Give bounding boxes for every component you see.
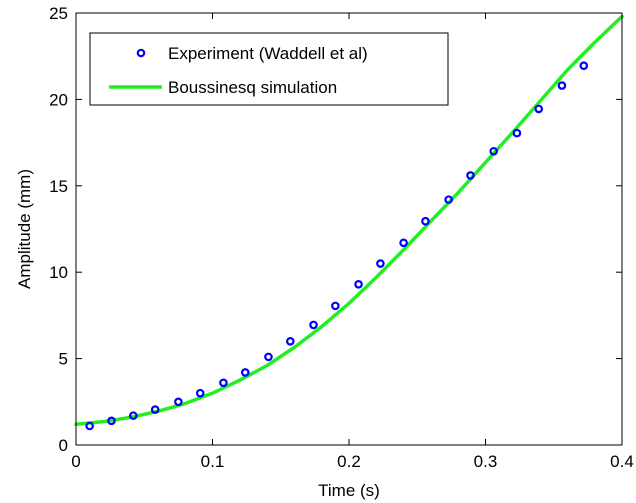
experiment-data-point (399, 238, 408, 248)
experiment-data-point (354, 279, 363, 289)
legend-label-experiment: Experiment (Waddell et al) (168, 44, 368, 63)
experiment-data-point (534, 104, 544, 114)
experiment-data-point (174, 397, 183, 407)
experiment-data-point (557, 81, 567, 90)
series-line-boussinesq-simulation (74, 14, 624, 427)
experiment-data-point (107, 416, 116, 426)
experiment-data-point (85, 421, 94, 431)
legend-label-simulation: Boussinesq simulation (168, 78, 337, 97)
plot-layer: 0 0.1 0.2 0.3 0.4 0 5 10 15 20 25 Time (s) Amplitude… (15, 4, 634, 500)
experiment-data-point (512, 128, 522, 138)
x-tick-label: 0.2 (337, 452, 361, 471)
experiment-data-point (579, 61, 589, 71)
x-tick-label: 0.1 (201, 452, 225, 471)
legend: Experiment (Waddell et al) Boussinesq sim… (89, 32, 449, 106)
experiment-data-point (331, 301, 340, 311)
experiment-data-point (219, 378, 228, 388)
experiment-data-point (309, 320, 318, 330)
experiment-data-point (376, 259, 385, 268)
y-axis-label: Amplitude (mm) (15, 169, 34, 289)
y-tick-label: 15 (49, 177, 68, 196)
y-tick-label: 25 (49, 4, 68, 23)
experiment-data-point (240, 368, 250, 377)
experiment-data-point (129, 411, 138, 420)
legend-marker-experiment (136, 48, 146, 58)
experiment-data-point (286, 337, 295, 346)
y-tick-label: 5 (59, 350, 68, 369)
legend-box (89, 32, 449, 106)
experiment-data-point (466, 171, 475, 180)
x-tick-label: 0.4 (610, 452, 634, 471)
experiment-data-point (489, 146, 498, 156)
experiment-data-point (264, 352, 273, 362)
x-tick-label: 0 (71, 452, 80, 471)
x-tick-label: 0.3 (474, 452, 498, 471)
y-tick-label: 20 (49, 90, 68, 109)
experiment-data-point (421, 216, 430, 226)
x-axis-label: Time (s) (318, 481, 380, 500)
experiment-data-point (195, 388, 205, 398)
experiment-data-point (150, 405, 160, 414)
y-tick-label: 0 (59, 436, 68, 455)
experiment-data-point (444, 195, 453, 204)
y-tick-label: 10 (49, 263, 68, 282)
